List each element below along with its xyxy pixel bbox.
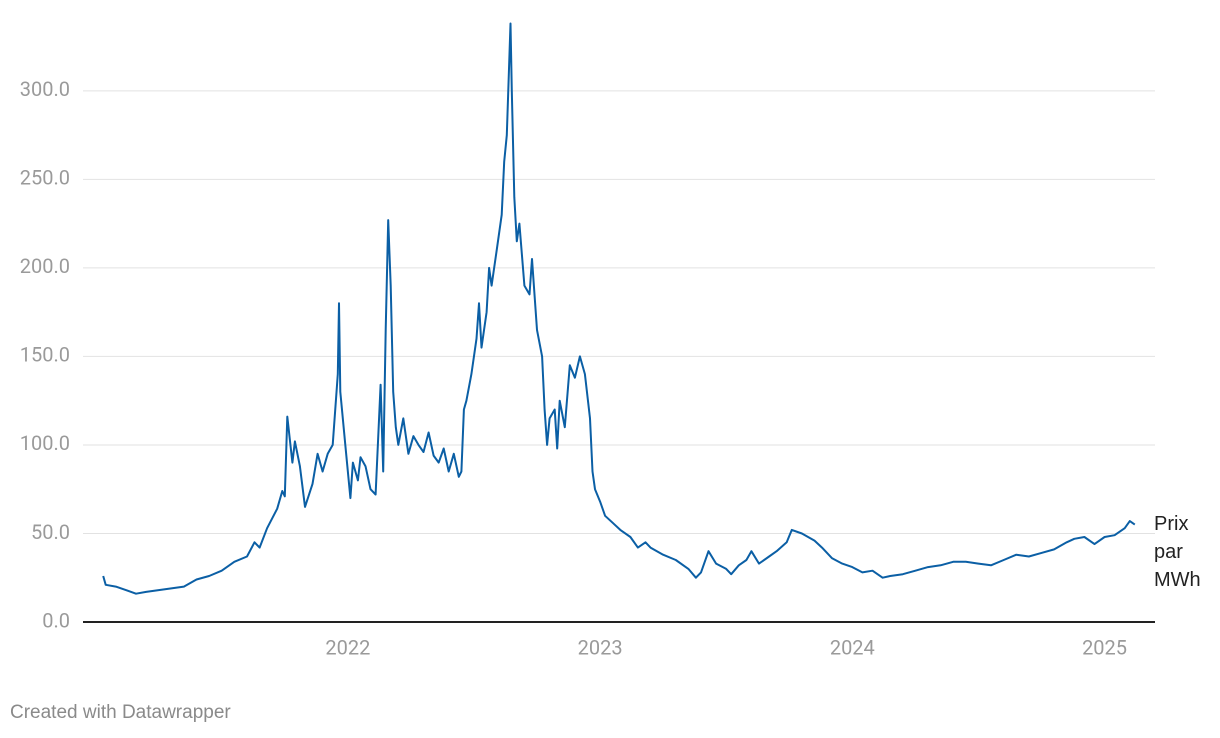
x-tick-label: 2025 (1082, 635, 1127, 659)
y-tick-label: 200.0 (20, 254, 70, 278)
y-tick-label: 0.0 (42, 608, 70, 632)
y-tick-label: 250.0 (20, 166, 70, 190)
y-tick-label: 50.0 (31, 520, 70, 544)
line-label: Prix par MWh (1154, 513, 1201, 591)
x-tick-label: 2022 (325, 635, 370, 659)
y-tick-label: 300.0 (20, 77, 70, 101)
x-tick-label: 2024 (830, 635, 875, 659)
footer: Created with Datawrapper (10, 702, 231, 723)
x-tick-label: 2023 (578, 635, 623, 659)
y-tick-label: 150.0 (20, 343, 70, 367)
y-tick-label: 100.0 (20, 431, 70, 455)
data-line (102, 22, 1136, 595)
